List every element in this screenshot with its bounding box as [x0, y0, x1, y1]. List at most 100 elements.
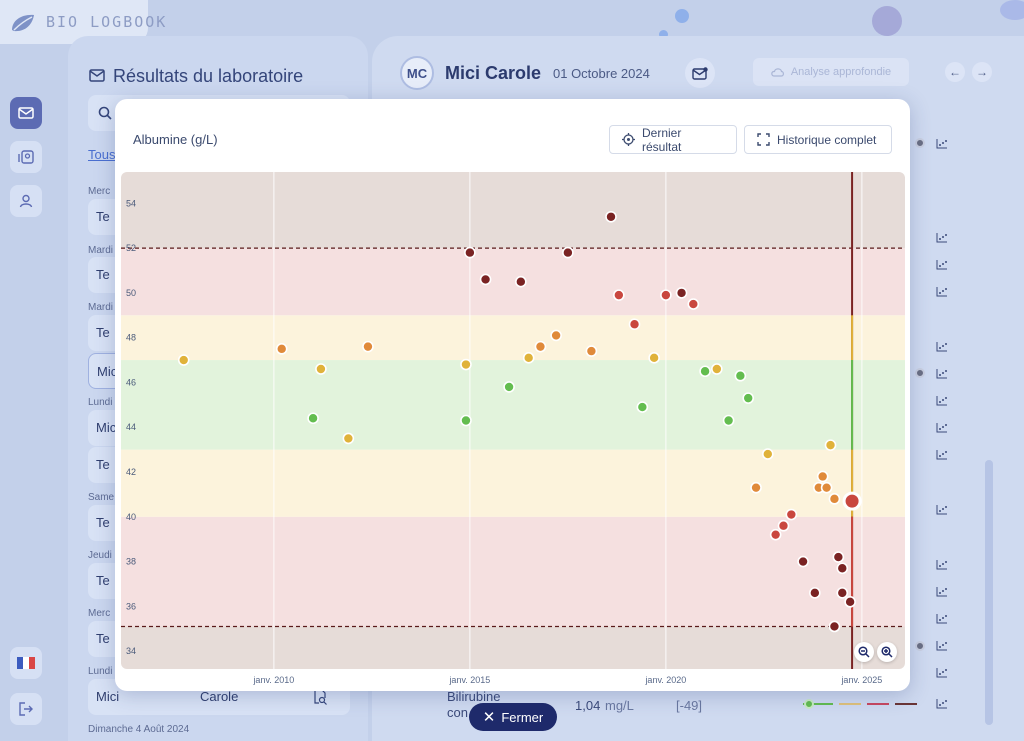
data-point [687, 298, 700, 310]
mail-nav-button[interactable] [10, 97, 42, 129]
result-item-lastname: Carole [200, 689, 239, 704]
chart-icon[interactable] [936, 450, 948, 460]
chart-icon[interactable] [936, 139, 948, 149]
chart-icon[interactable] [936, 287, 948, 297]
lab-results-title: Résultats du laboratoire [113, 66, 304, 86]
chart-icon[interactable] [936, 614, 948, 624]
french-flag-icon [17, 657, 35, 669]
day-label: Merc [88, 186, 111, 197]
data-point [836, 587, 849, 599]
data-point [816, 470, 829, 483]
full-history-label: Historique complet [777, 132, 877, 147]
result-item-label: Te [96, 573, 110, 588]
data-point [828, 620, 841, 633]
band-low [121, 516, 905, 627]
last-result-button[interactable]: Dernier résultat [609, 125, 737, 154]
chart-icon[interactable] [936, 260, 948, 270]
logout-icon [19, 702, 33, 716]
data-point [844, 596, 856, 608]
y-tick-label: 36 [126, 601, 136, 611]
profile-nav-button[interactable] [10, 185, 42, 217]
band-low-warning [121, 449, 905, 517]
mail-notification-icon [692, 66, 708, 80]
day-label: Mardi [88, 302, 114, 313]
patient-avatar: MC [400, 56, 434, 90]
data-point [750, 481, 762, 494]
data-point [605, 210, 617, 223]
deep-analysis-label: Analyse approfondie [790, 66, 892, 78]
chart-icon[interactable] [936, 560, 948, 570]
filter-all-link[interactable]: Tous [88, 147, 116, 162]
data-point [534, 340, 547, 353]
y-tick-label: 34 [126, 646, 136, 656]
language-button[interactable] [10, 647, 42, 679]
x-tick-label: janv. 2010 [252, 675, 294, 685]
data-point [628, 318, 641, 331]
mail-icon [18, 107, 34, 119]
user-icon [19, 194, 33, 208]
result-item-label: Mic [97, 364, 118, 379]
chart-icon[interactable] [936, 369, 948, 379]
zoom-in-button[interactable] [877, 642, 897, 662]
data-point [362, 340, 374, 353]
chart-icon[interactable] [936, 423, 948, 433]
scrollbar[interactable] [985, 460, 993, 725]
data-point [515, 275, 527, 288]
x-tick-label: janv. 2025 [840, 675, 882, 685]
result-marker [915, 641, 925, 651]
cloud-search-icon [771, 68, 784, 77]
chart-icon[interactable] [936, 505, 948, 515]
chart-icon[interactable] [936, 342, 948, 352]
test-unit: mg/L [605, 698, 634, 713]
decor-dot [675, 9, 689, 23]
next-result-button[interactable]: → [972, 62, 992, 82]
data-point [828, 493, 841, 505]
close-modal-button[interactable]: ✕ Fermer [469, 703, 557, 731]
chart-icon[interactable] [936, 699, 948, 709]
chart-icon[interactable] [936, 641, 948, 651]
result-marker [915, 138, 925, 148]
previous-result-button[interactable]: ← [945, 62, 965, 82]
albumin-chart[interactable]: janv. 2010 janv. 2015 janv. 2020 janv. 2025… [121, 172, 905, 690]
data-point [711, 363, 723, 375]
chart-icon[interactable] [936, 396, 948, 406]
result-item-label: Te [96, 515, 110, 530]
data-point [675, 287, 688, 299]
zoom-out-button[interactable] [854, 642, 874, 662]
full-history-button[interactable]: Historique complet [744, 125, 892, 154]
result-item-label: Te [96, 457, 110, 472]
message-button[interactable] [685, 58, 715, 88]
data-point [636, 401, 649, 413]
decor-dot [872, 6, 902, 36]
patients-nav-button[interactable] [10, 141, 42, 173]
data-point [585, 345, 598, 357]
data-point [699, 365, 711, 378]
day-label: Same [88, 492, 115, 503]
x-tick-label: janv. 2020 [644, 675, 686, 685]
search-icon [98, 106, 112, 120]
deep-analysis-button[interactable]: Analyse approfondie [753, 58, 909, 86]
y-tick-label: 44 [126, 422, 136, 432]
data-point [797, 555, 809, 568]
data-point [820, 481, 833, 494]
chart-icon[interactable] [936, 233, 948, 243]
data-point [177, 354, 190, 366]
mail-icon [89, 69, 105, 82]
band-high [121, 248, 905, 316]
arrow-left-icon: ← [949, 65, 961, 79]
logout-button[interactable] [10, 693, 42, 725]
band-critical-high [121, 172, 905, 249]
last-result-label: Dernier résultat [642, 125, 682, 154]
data-point [809, 587, 821, 599]
data-point [460, 358, 472, 371]
data-point [342, 432, 355, 445]
result-item-label: Te [96, 325, 110, 340]
chart-icon[interactable] [936, 668, 948, 678]
data-point [275, 343, 288, 355]
day-label: Merc [88, 608, 111, 619]
expand-icon [757, 133, 770, 146]
data-point [836, 562, 849, 575]
data-point [562, 246, 574, 259]
y-tick-label: 40 [126, 512, 136, 522]
chart-icon[interactable] [936, 587, 948, 597]
